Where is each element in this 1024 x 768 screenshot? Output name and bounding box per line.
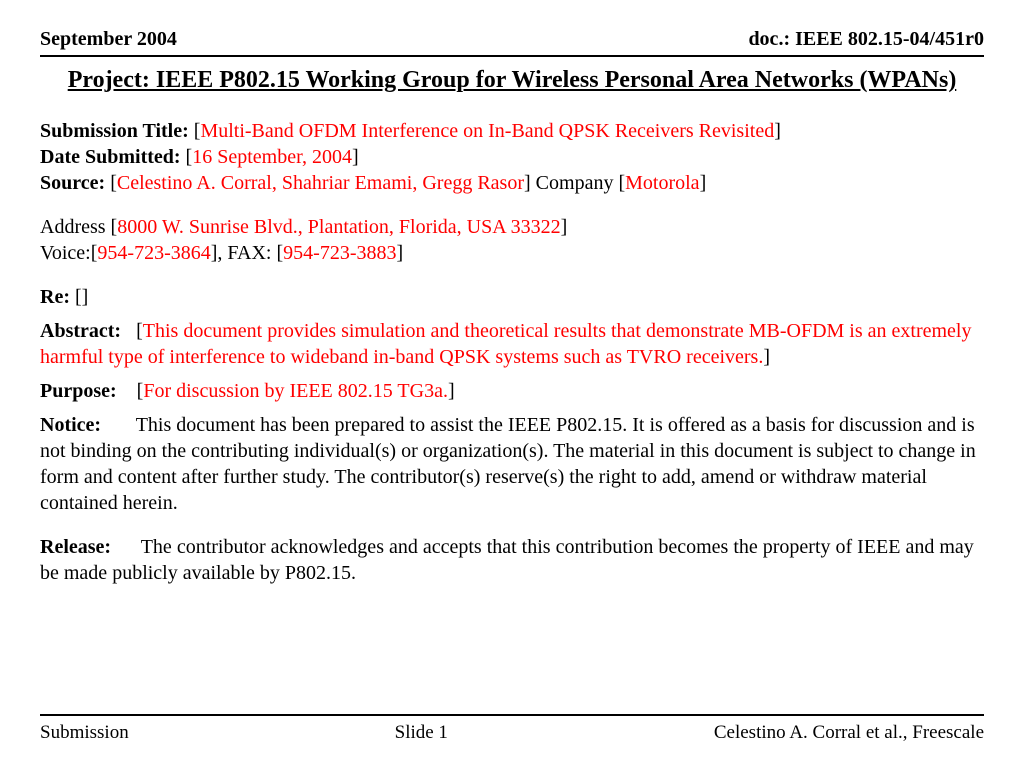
bracket: ], <box>211 242 228 264</box>
bracket: [ <box>126 320 143 342</box>
footer-rule <box>40 714 984 716</box>
release-label: Release: <box>40 536 111 558</box>
bracket: ] <box>774 120 781 142</box>
submission-block: Submission Title: [ Multi-Band OFDM Inter… <box>40 118 984 196</box>
submission-title-label: Submission Title: <box>40 120 189 142</box>
fax-label: FAX: <box>227 242 271 264</box>
bracket: [ <box>110 172 117 194</box>
date-submitted-label: Date Submitted: <box>40 146 181 168</box>
bracket: [ <box>122 380 144 402</box>
abstract-block: Abstract: [This document provides simula… <box>40 318 984 370</box>
footer-right: Celestino A. Corral et al., Freescale <box>714 722 984 744</box>
bracket: ] <box>524 172 536 194</box>
bracket: ] <box>397 242 404 264</box>
voice-label: Voice: <box>40 242 91 264</box>
bracket: ] <box>448 380 455 402</box>
bracket: [] <box>75 286 88 308</box>
source-label: Source: <box>40 172 105 194</box>
fax-value: 954-723-3883 <box>283 242 396 264</box>
slide-page: September 2004 doc.: IEEE 802.15-04/451r… <box>0 0 1024 586</box>
bracket: ] <box>700 172 707 194</box>
release-value: The contributor acknowledges and accepts… <box>40 536 974 584</box>
body: Submission Title: [ Multi-Band OFDM Inter… <box>40 118 984 586</box>
project-title: Project: IEEE P802.15 Working Group for … <box>40 67 984 94</box>
company-value: Motorola <box>625 172 699 194</box>
address-block: Address [8000 W. Sunrise Blvd., Plantati… <box>40 214 984 266</box>
bracket: ] <box>763 346 770 368</box>
notice-block: Notice: This document has been prepared … <box>40 412 984 516</box>
voice-value: 954-723-3864 <box>97 242 210 264</box>
bracket: ] <box>352 146 359 168</box>
submission-title-value: Multi-Band OFDM Interference on In-Band … <box>200 120 774 142</box>
release-block: Release: The contributor acknowledges an… <box>40 534 984 586</box>
re-block: Re: [] <box>40 284 984 310</box>
notice-value: This document has been prepared to assis… <box>40 414 976 514</box>
bracket: ] <box>561 216 568 238</box>
header-docref: doc.: IEEE 802.15-04/451r0 <box>748 28 984 51</box>
footer-left: Submission <box>40 722 129 744</box>
abstract-value: This document provides simulation and th… <box>40 320 972 368</box>
header-date: September 2004 <box>40 28 177 51</box>
purpose-label: Purpose: <box>40 380 117 402</box>
date-submitted-value: 16 September, 2004 <box>192 146 352 168</box>
address-value: 8000 W. Sunrise Blvd., Plantation, Flori… <box>117 216 560 238</box>
re-label: Re: <box>40 286 70 308</box>
abstract-label: Abstract: <box>40 320 121 342</box>
purpose-value: For discussion by IEEE 802.15 TG3a. <box>143 380 448 402</box>
address-label: Address <box>40 216 106 238</box>
purpose-block: Purpose: [For discussion by IEEE 802.15 … <box>40 378 984 404</box>
source-value: Celestino A. Corral, Shahriar Emami, Gre… <box>117 172 524 194</box>
company-label: Company <box>536 172 614 194</box>
footer-center: Slide 1 <box>395 722 448 744</box>
footer-row: Submission Slide 1 Celestino A. Corral e… <box>40 722 984 744</box>
spacer <box>106 414 131 436</box>
footer: Submission Slide 1 Celestino A. Corral e… <box>40 714 984 744</box>
notice-label: Notice: <box>40 414 101 436</box>
header-rule <box>40 55 984 57</box>
header: September 2004 doc.: IEEE 802.15-04/451r… <box>40 28 984 51</box>
spacer <box>116 536 136 558</box>
